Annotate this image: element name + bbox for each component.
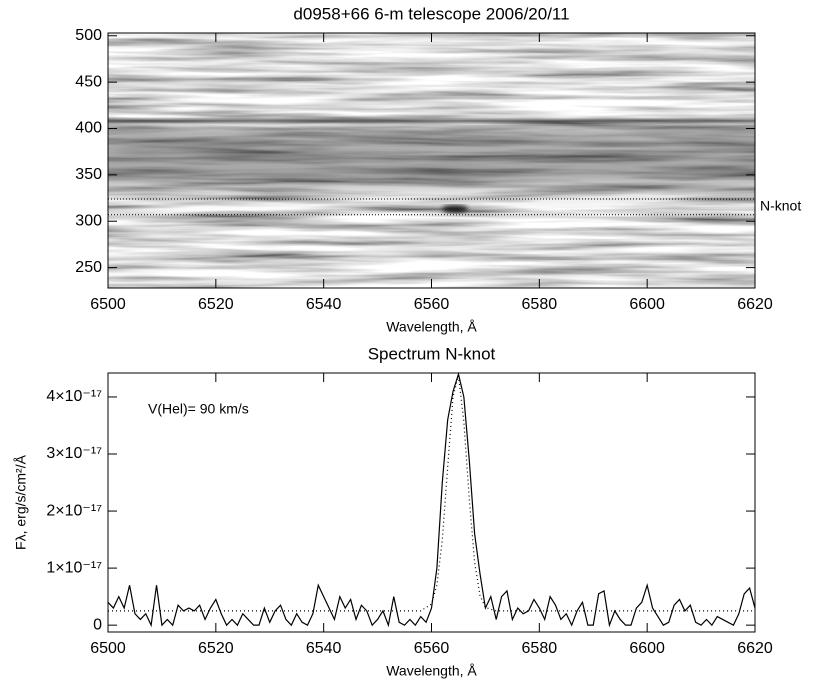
x-tick-label: 6540 [306,296,342,313]
x-tick-label: 6500 [90,640,126,657]
y-tick-label: 350 [75,166,102,183]
y-tick-label: 250 [75,259,102,276]
annotation: V(Hel)= 90 km/s [148,401,249,417]
x-tick-label: 6580 [522,296,558,313]
x-tick-label: 6540 [306,640,342,657]
x-tick-label: 6620 [737,296,773,313]
y-tick-label: 300 [75,212,102,229]
knot-blob [442,205,468,213]
x-tick-label: 6620 [737,640,773,657]
y-tick-label: 1×10⁻¹⁷ [46,559,102,576]
plot-frame [107,372,756,633]
x-tick-label: 6520 [198,296,234,313]
x-axis-label: Wavelength, Å [386,663,477,679]
plot-frame [107,32,756,289]
image-texture [108,33,755,288]
y-tick-label: 500 [75,27,102,44]
y-tick-label: 4×10⁻¹⁷ [46,388,102,405]
emission-band [108,33,755,288]
spectrum-line [107,371,756,628]
y-tick-label: 450 [75,73,102,90]
chart-title: d0958+66 6-m telescope 2006/20/11 [293,4,569,23]
y-tick-label: 3×10⁻¹⁷ [46,445,102,462]
y-tick-label: 2×10⁻¹⁷ [46,502,102,519]
x-tick-label: 6500 [90,296,126,313]
x-tick-label: 6600 [629,640,665,657]
x-tick-label: 6520 [198,640,234,657]
region-label: N-knot [760,198,801,214]
y-tick-label: 0 [93,616,102,633]
x-tick-label: 6560 [414,640,450,657]
x-tick-label: 6600 [629,296,665,313]
x-tick-label: 6560 [414,296,450,313]
chart-title: Spectrum N-knot [368,344,496,363]
x-axis-label: Wavelength, Å [386,319,477,335]
y-axis-label: Fλ, erg/s/cm²/Å [13,454,29,550]
x-tick-label: 6580 [522,640,558,657]
y-tick-label: 400 [75,120,102,137]
